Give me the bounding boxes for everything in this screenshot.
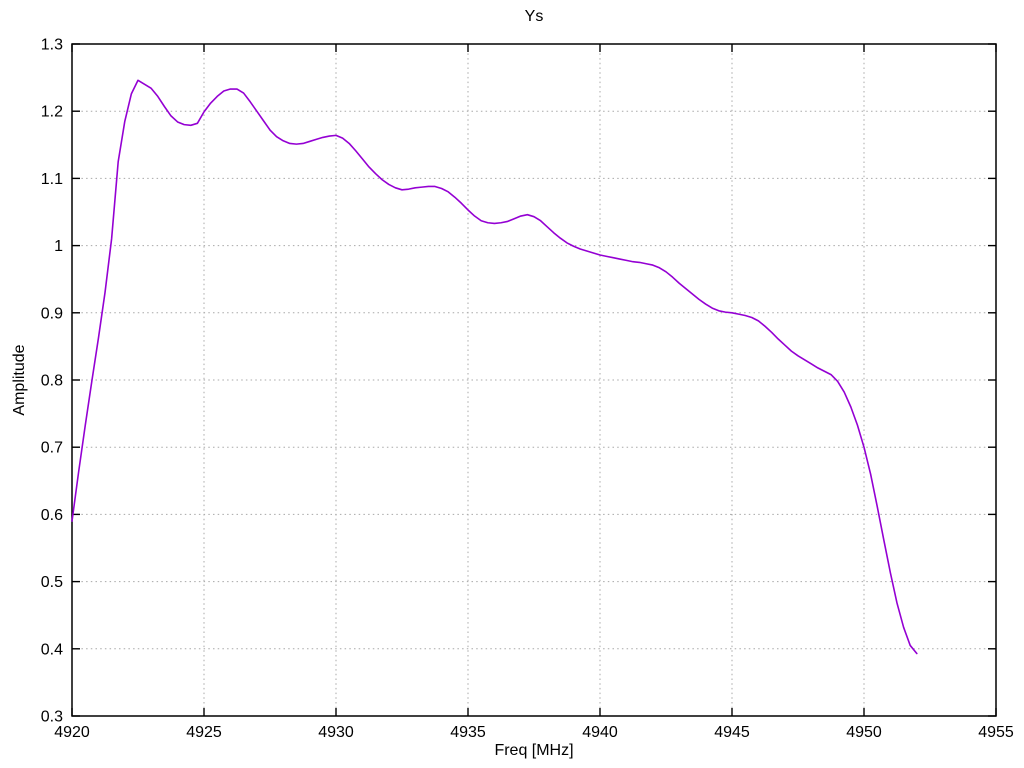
- x-tick-label: 4955: [978, 724, 1014, 741]
- plot-border: [71, 43, 997, 717]
- y-tick-label: 0.6: [41, 507, 63, 524]
- y-tick-label: 1: [54, 238, 63, 255]
- grid-lines: [72, 44, 996, 716]
- y-axis-label: Amplitude: [11, 344, 28, 416]
- y-tick-label: 1.2: [41, 104, 63, 121]
- x-tick-label: 4940: [582, 724, 618, 741]
- x-tick-label: 4935: [450, 724, 486, 741]
- x-tick-label: 4920: [54, 724, 90, 741]
- y-tick-label: 0.9: [41, 305, 63, 322]
- x-tick-label: 4930: [318, 724, 354, 741]
- series-line-ys: [71, 79, 918, 655]
- x-tick-label: 4950: [846, 724, 882, 741]
- y-tick-label: 0.7: [41, 440, 63, 457]
- y-tick-label: 1.3: [41, 37, 63, 54]
- x-tick-label: 4945: [714, 724, 750, 741]
- y-tick-label: 0.5: [41, 574, 63, 591]
- y-tick-label: 0.3: [41, 709, 63, 726]
- x-tick-label: 4925: [186, 724, 222, 741]
- chart-title: Ys: [524, 8, 544, 25]
- x-axis-label: Freq [MHz]: [494, 742, 574, 759]
- y-tick-label: 1.1: [41, 171, 63, 188]
- y-tick-labels: 0.3 0.4 0.5 0.6 0.7 0.8 0.9 1 1.1 1.2 1.3: [41, 37, 63, 726]
- y-tick-label: 0.8: [41, 373, 63, 390]
- y-tick-label: 0.4: [41, 641, 63, 658]
- x-tick-labels: 4920 4925 4930 4935 4940 4945 4950 4955: [54, 724, 1014, 741]
